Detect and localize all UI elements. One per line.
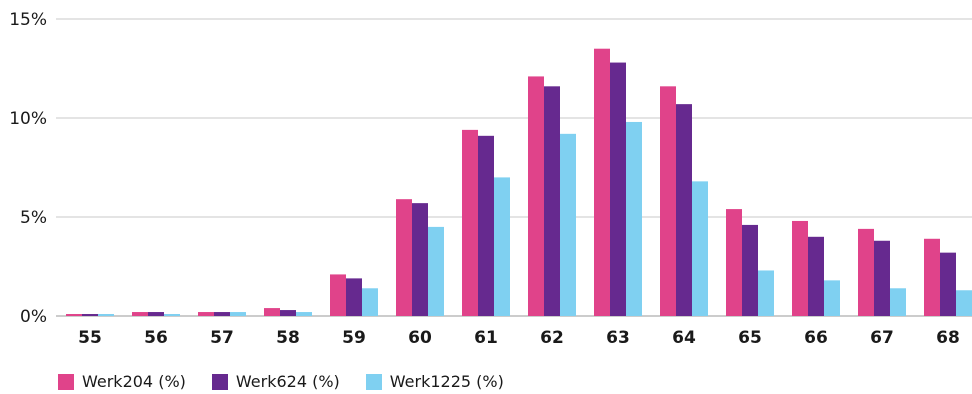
x-tick-label: 65 bbox=[738, 328, 762, 348]
x-axis: 55 56 57 58 59 60 61 62 63 64 65 66 67 68 bbox=[78, 328, 960, 348]
x-tick-label: 56 bbox=[144, 328, 168, 348]
bar-61-series-1 bbox=[462, 129, 478, 316]
bar-58-series-2 bbox=[280, 310, 296, 316]
bar-55-series-3 bbox=[98, 314, 114, 316]
bar-64-series-2 bbox=[676, 104, 692, 316]
bar-59-series-2 bbox=[346, 278, 362, 316]
bar-67-series-1 bbox=[858, 228, 874, 316]
legend-swatch-werk624 bbox=[211, 373, 228, 390]
y-tick-label: 15% bbox=[9, 10, 47, 30]
bar-67-series-3 bbox=[890, 288, 906, 316]
y-axis: 0% 5% 10% 15% bbox=[9, 10, 47, 327]
bar-56-series-3 bbox=[164, 314, 180, 316]
bar-57-series-2 bbox=[214, 312, 230, 316]
bar-57-series-1 bbox=[198, 312, 214, 316]
bar-59-series-1 bbox=[330, 274, 346, 316]
bar-56-series-2 bbox=[148, 312, 164, 316]
legend-swatch-werk1225 bbox=[365, 373, 382, 390]
bar-65-series-1 bbox=[726, 209, 742, 316]
y-tick-label: 5% bbox=[20, 208, 47, 228]
legend: Werk204 (%) Werk624 (%) Werk1225 (%) bbox=[58, 372, 504, 391]
x-tick-label: 55 bbox=[78, 328, 102, 348]
bar-68-series-3 bbox=[956, 290, 972, 316]
legend-label-werk204: Werk204 (%) bbox=[82, 372, 186, 391]
x-tick-label: 61 bbox=[474, 328, 498, 348]
bar-64-series-3 bbox=[692, 181, 708, 316]
bars bbox=[66, 48, 972, 317]
bar-66-series-1 bbox=[792, 220, 808, 316]
x-tick-label: 57 bbox=[210, 328, 234, 348]
x-tick-label: 58 bbox=[276, 328, 300, 348]
bar-59-series-3 bbox=[362, 288, 378, 316]
gridlines bbox=[56, 18, 972, 317]
x-tick-label: 66 bbox=[804, 328, 828, 348]
bar-68-series-1 bbox=[924, 238, 940, 316]
bar-66-series-3 bbox=[824, 280, 840, 316]
x-tick-label: 68 bbox=[936, 328, 960, 348]
bar-61-series-2 bbox=[478, 135, 494, 316]
y-tick-label: 10% bbox=[9, 109, 47, 129]
bar-67-series-2 bbox=[874, 240, 890, 316]
bar-62-series-3 bbox=[560, 133, 576, 316]
bar-60-series-2 bbox=[412, 203, 428, 316]
legend-item-werk624: Werk624 (%) bbox=[211, 372, 340, 391]
bar-60-series-1 bbox=[396, 199, 412, 316]
legend-label-werk624: Werk624 (%) bbox=[235, 372, 340, 391]
bar-65-series-3 bbox=[758, 270, 774, 316]
x-tick-label: 63 bbox=[606, 328, 630, 348]
bar-63-series-2 bbox=[610, 62, 626, 317]
legend-item-werk204: Werk204 (%) bbox=[58, 372, 186, 391]
bar-64-series-1 bbox=[660, 86, 676, 316]
bar-56-series-1 bbox=[132, 312, 148, 316]
bar-55-series-2 bbox=[82, 314, 98, 316]
bar-58-series-1 bbox=[264, 308, 280, 316]
x-tick-label: 60 bbox=[408, 328, 432, 348]
bar-63-series-1 bbox=[594, 48, 610, 316]
bar-60-series-3 bbox=[428, 226, 444, 316]
x-tick-label: 64 bbox=[672, 328, 696, 348]
y-tick-label: 0% bbox=[20, 307, 47, 327]
bar-66-series-2 bbox=[808, 236, 824, 316]
legend-swatch-werk204 bbox=[58, 373, 74, 390]
x-tick-label: 67 bbox=[870, 328, 894, 348]
x-tick-label: 59 bbox=[342, 328, 366, 348]
bar-61-series-3 bbox=[494, 177, 510, 316]
x-tick-label: 62 bbox=[540, 328, 564, 348]
bar-62-series-1 bbox=[528, 76, 544, 316]
legend-item-werk1225: Werk1225 (%) bbox=[365, 372, 504, 391]
bar-65-series-2 bbox=[742, 224, 758, 316]
bar-58-series-3 bbox=[296, 312, 312, 316]
bar-57-series-3 bbox=[230, 312, 246, 316]
legend-label-werk1225: Werk1225 (%) bbox=[389, 372, 504, 391]
bar-68-series-2 bbox=[940, 252, 956, 316]
bar-62-series-2 bbox=[544, 86, 560, 316]
bar-63-series-3 bbox=[626, 121, 642, 317]
bar-55-series-1 bbox=[66, 314, 82, 316]
